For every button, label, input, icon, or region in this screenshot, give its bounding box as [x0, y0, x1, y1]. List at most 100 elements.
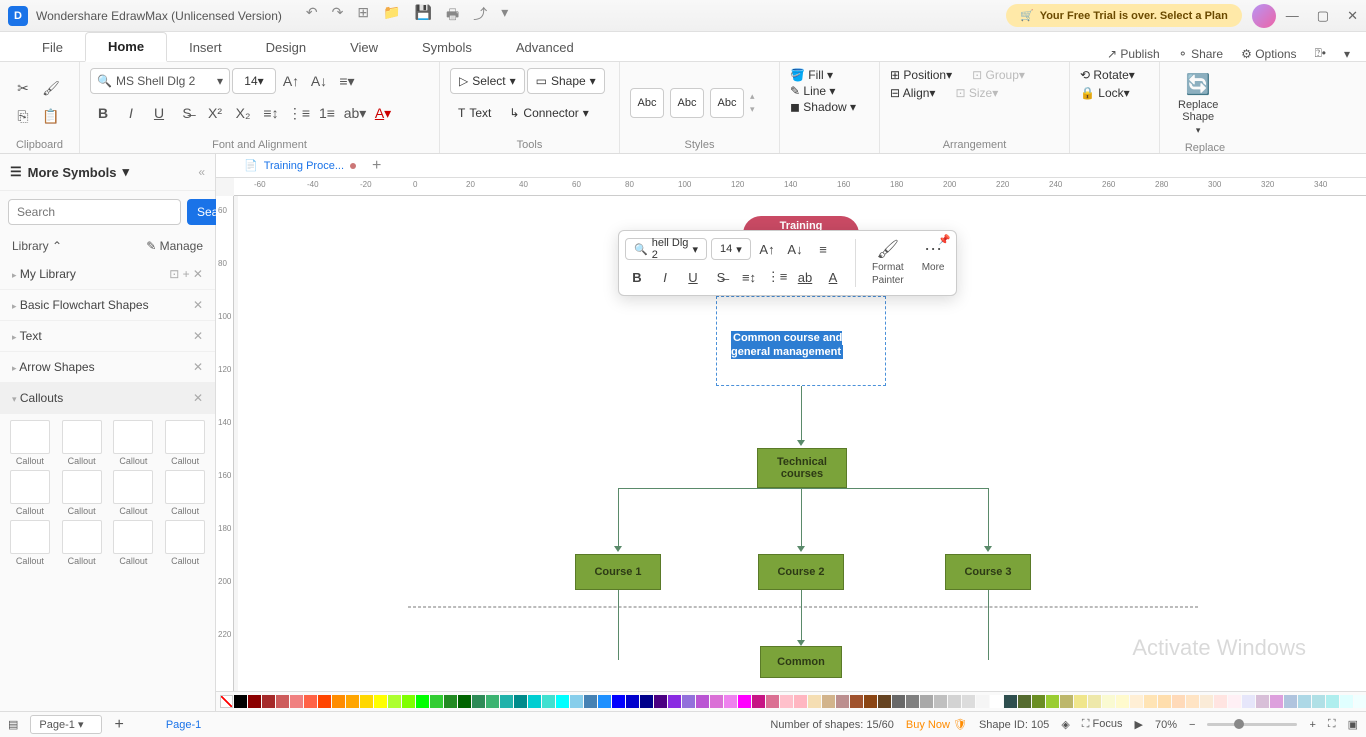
shape-thumb[interactable]: Callout — [58, 470, 106, 516]
color-swatch[interactable] — [850, 695, 863, 708]
color-swatch[interactable] — [752, 695, 765, 708]
shape-thumb[interactable]: Callout — [58, 420, 106, 466]
color-swatch[interactable] — [1256, 695, 1269, 708]
shape-technical[interactable]: Technical courses — [757, 448, 847, 488]
section-basic-flowchart[interactable]: ▸ Basic Flowchart Shapes✕ — [0, 290, 215, 321]
subscript-icon[interactable]: X₂ — [230, 100, 256, 126]
color-swatch[interactable] — [864, 695, 877, 708]
new-icon[interactable]: ⊞ — [357, 4, 369, 28]
color-swatch[interactable] — [584, 695, 597, 708]
underline-icon[interactable]: U — [146, 100, 172, 126]
superscript-icon[interactable]: X² — [202, 100, 228, 126]
minimize-icon[interactable]: — — [1286, 8, 1299, 24]
ft-font-select[interactable]: 🔍hell Dlg 2 ▾ — [625, 238, 707, 260]
shape-thumb[interactable]: Callout — [58, 520, 106, 566]
section-callouts[interactable]: ▾ Callouts✕ — [0, 383, 215, 414]
color-swatch[interactable] — [1032, 695, 1045, 708]
color-swatch[interactable] — [304, 695, 317, 708]
copy-icon[interactable]: ⎘ — [10, 104, 36, 130]
shape-thumb[interactable]: Callout — [6, 470, 54, 516]
color-swatch[interactable] — [332, 695, 345, 708]
layers-status-icon[interactable]: ◈ — [1061, 718, 1069, 731]
color-swatch[interactable] — [388, 695, 401, 708]
color-swatch[interactable] — [542, 695, 555, 708]
menu-more-icon[interactable]: ▾ — [1344, 47, 1350, 61]
color-swatch[interactable] — [1018, 695, 1031, 708]
section-arrow[interactable]: ▸ Arrow Shapes✕ — [0, 352, 215, 383]
color-swatch[interactable] — [920, 695, 933, 708]
color-swatch[interactable] — [528, 695, 541, 708]
color-swatch[interactable] — [1172, 695, 1185, 708]
color-swatch[interactable] — [990, 695, 1003, 708]
color-swatch[interactable] — [458, 695, 471, 708]
maximize-icon[interactable]: ▢ — [1317, 8, 1329, 24]
color-swatch[interactable] — [514, 695, 527, 708]
style-1[interactable]: Abc — [630, 88, 664, 118]
color-swatch[interactable] — [780, 695, 793, 708]
color-swatch[interactable] — [1060, 695, 1073, 708]
color-swatch[interactable] — [654, 695, 667, 708]
color-swatch[interactable] — [570, 695, 583, 708]
text-tool[interactable]: T Text — [450, 100, 499, 126]
color-swatch[interactable] — [1004, 695, 1017, 708]
color-swatch[interactable] — [808, 695, 821, 708]
buy-now-link[interactable]: Buy Now 🛡 — [906, 718, 967, 731]
color-swatch[interactable] — [486, 695, 499, 708]
shape-thumb[interactable]: Callout — [161, 470, 209, 516]
color-swatch[interactable] — [1326, 695, 1339, 708]
color-swatch[interactable] — [626, 695, 639, 708]
color-swatch[interactable] — [598, 695, 611, 708]
italic-icon[interactable]: I — [118, 100, 144, 126]
collapse-sidebar-icon[interactable]: « — [198, 165, 205, 179]
color-swatch[interactable] — [290, 695, 303, 708]
ft-linespace-icon[interactable]: ≡↕ — [737, 265, 761, 289]
shape-thumb[interactable]: Callout — [6, 520, 54, 566]
color-swatch[interactable] — [1354, 695, 1366, 708]
color-swatch[interactable] — [1116, 695, 1129, 708]
fit-icon[interactable]: ⛶ — [1328, 718, 1336, 731]
bold-icon[interactable]: B — [90, 100, 116, 126]
ft-italic-icon[interactable]: I — [653, 265, 677, 289]
ft-bullets-icon[interactable]: ⋮≡ — [765, 265, 789, 289]
share-link[interactable]: ⚬ Share — [1178, 47, 1223, 61]
color-swatch[interactable] — [430, 695, 443, 708]
color-swatch[interactable] — [472, 695, 485, 708]
style-up-icon[interactable]: ▴ — [750, 91, 755, 102]
paste-icon[interactable]: 📋 — [38, 104, 64, 130]
color-swatch[interactable] — [234, 695, 247, 708]
highlight-icon[interactable]: ab▾ — [342, 100, 368, 126]
color-swatch[interactable] — [640, 695, 653, 708]
ft-strike-icon[interactable]: S̶ — [709, 265, 733, 289]
format-painter-icon[interactable]: 🖌 — [38, 76, 64, 102]
shape-editing[interactable]: Common course and general management — [716, 296, 886, 386]
connector-tool[interactable]: ↳ Connector ▾ — [501, 100, 596, 126]
color-swatch[interactable] — [612, 695, 625, 708]
color-swatch[interactable] — [1144, 695, 1157, 708]
focus-button[interactable]: ⛶ Focus — [1082, 718, 1123, 731]
color-swatch[interactable] — [248, 695, 261, 708]
doc-tab[interactable]: 📄 Training Proce... — [236, 156, 364, 175]
section-text[interactable]: ▸ Text✕ — [0, 321, 215, 352]
panel-icon[interactable]: ▣ — [1348, 718, 1358, 731]
shape-thumb[interactable]: Callout — [110, 470, 158, 516]
color-swatch[interactable] — [962, 695, 975, 708]
shadow-button[interactable]: ◼ Shadow ▾ — [790, 100, 856, 114]
ft-size-select[interactable]: 14 ▾ — [711, 238, 751, 260]
style-down-icon[interactable]: ▾ — [750, 104, 755, 115]
numbering-icon[interactable]: 1≡ — [314, 100, 340, 126]
ft-align-icon[interactable]: ≡ — [811, 237, 835, 261]
color-swatch[interactable] — [878, 695, 891, 708]
line-spacing-icon[interactable]: ≡↕ — [258, 100, 284, 126]
close-icon[interactable]: ✕ — [1347, 8, 1358, 24]
color-swatch[interactable] — [318, 695, 331, 708]
group-button[interactable]: ⊡ Group▾ — [972, 68, 1025, 82]
color-swatch[interactable] — [794, 695, 807, 708]
shape-common[interactable]: Common — [760, 646, 842, 678]
color-swatch[interactable] — [682, 695, 695, 708]
color-swatch[interactable] — [500, 695, 513, 708]
size-button[interactable]: ⊡ Size▾ — [955, 86, 998, 100]
shape-tool[interactable]: ▭ Shape ▾ — [527, 68, 605, 94]
add-page-icon[interactable]: + — [114, 716, 123, 734]
section-my-library[interactable]: ▸ My Library⊡ + ✕ — [0, 259, 215, 290]
tab-view[interactable]: View — [328, 34, 400, 61]
